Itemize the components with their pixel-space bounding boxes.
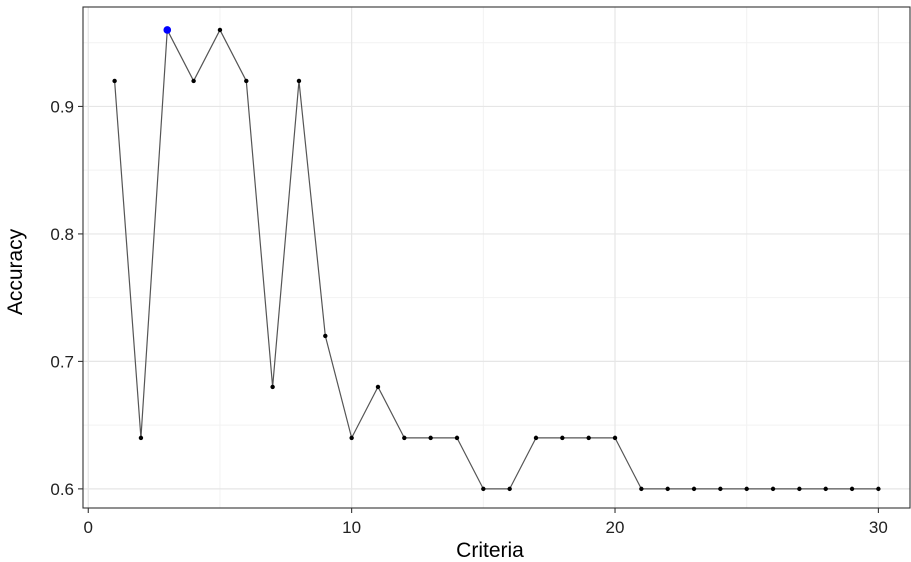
highlight-point — [163, 26, 172, 34]
data-point — [639, 486, 644, 492]
data-point — [428, 435, 433, 441]
y-axis-title: Accuracy — [4, 228, 27, 315]
data-point — [244, 78, 249, 84]
x-tick-label: 10 — [342, 518, 361, 537]
data-point — [454, 435, 460, 441]
data-point — [375, 384, 381, 390]
data-point — [402, 435, 407, 441]
data-point — [323, 333, 328, 339]
x-axis-title: Criteria — [456, 539, 524, 562]
x-tick-label: 20 — [606, 518, 625, 537]
data-point — [586, 435, 591, 441]
y-tick-label: 0.9 — [50, 97, 74, 116]
data-point — [849, 486, 855, 492]
y-axis-ticks: 0.6 0.7 0.8 0.9 — [50, 97, 83, 499]
grid — [83, 7, 910, 508]
y-tick-label: 0.7 — [50, 352, 74, 371]
series-line — [114, 29, 879, 490]
data-point — [349, 435, 354, 441]
data-point — [665, 486, 670, 492]
data-point — [533, 435, 539, 441]
y-tick-label: 0.6 — [50, 480, 74, 499]
data-point — [876, 486, 881, 492]
x-tick-label: 30 — [869, 518, 888, 537]
data-point — [191, 78, 196, 84]
data-point — [718, 486, 723, 492]
data-point — [217, 27, 223, 33]
data-point — [560, 435, 565, 441]
data-series — [112, 26, 881, 492]
data-point — [138, 435, 144, 441]
data-point — [770, 486, 776, 492]
y-tick-label: 0.8 — [50, 225, 74, 244]
data-point — [296, 78, 302, 84]
data-point — [481, 486, 486, 492]
x-axis-ticks: 0 10 20 30 — [84, 508, 888, 537]
data-point — [612, 435, 618, 441]
data-point — [744, 486, 749, 492]
data-point — [112, 78, 117, 84]
data-point — [507, 486, 512, 492]
x-tick-label: 0 — [84, 518, 93, 537]
data-point — [270, 384, 275, 390]
panel-border — [82, 6, 911, 509]
data-point — [823, 486, 828, 492]
data-point — [797, 486, 802, 492]
data-point — [691, 486, 697, 492]
